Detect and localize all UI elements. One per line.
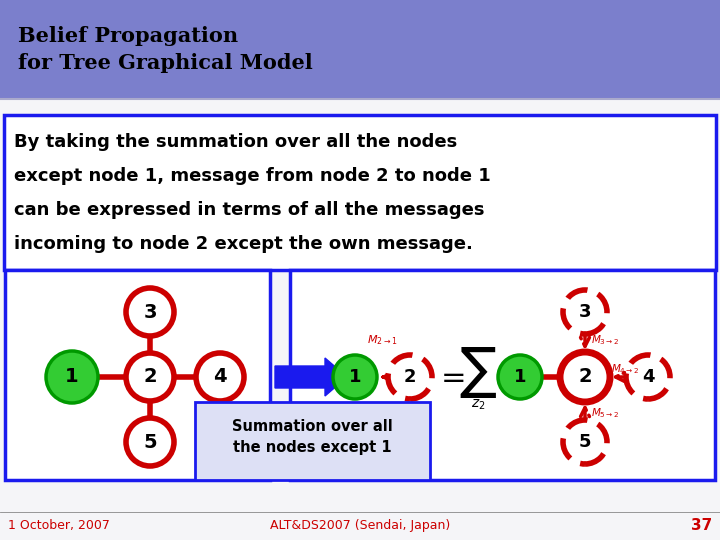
Circle shape — [126, 418, 174, 466]
Text: 2: 2 — [143, 368, 157, 387]
Text: $z_2$: $z_2$ — [471, 398, 485, 413]
Text: 1: 1 — [348, 368, 361, 386]
Circle shape — [563, 420, 607, 464]
Circle shape — [46, 351, 98, 403]
Text: $M_{3\to2}$: $M_{3\to2}$ — [591, 334, 619, 347]
Text: $M_{2\to1}$: $M_{2\to1}$ — [367, 333, 397, 347]
Circle shape — [626, 355, 670, 399]
FancyBboxPatch shape — [5, 270, 270, 480]
Text: $M_{5\to2}$: $M_{5\to2}$ — [591, 407, 619, 421]
Text: 1 October, 2007: 1 October, 2007 — [8, 519, 110, 532]
Circle shape — [560, 352, 610, 402]
FancyBboxPatch shape — [4, 115, 716, 270]
Text: 37: 37 — [690, 518, 712, 534]
Text: $\sum$: $\sum$ — [459, 346, 497, 401]
Text: By taking the summation over all the nodes: By taking the summation over all the nod… — [14, 133, 457, 151]
Circle shape — [388, 355, 432, 399]
Text: Summation over all
the nodes except 1: Summation over all the nodes except 1 — [232, 419, 393, 455]
Circle shape — [563, 290, 607, 334]
Text: except node 1, message from node 2 to node 1: except node 1, message from node 2 to no… — [14, 167, 491, 185]
Circle shape — [196, 353, 244, 401]
Text: 2: 2 — [578, 368, 592, 387]
Text: 1: 1 — [514, 368, 526, 386]
Text: $=$: $=$ — [435, 362, 465, 392]
Text: 3: 3 — [143, 302, 157, 321]
Text: Belief Propagation
for Tree Graphical Model: Belief Propagation for Tree Graphical Mo… — [18, 26, 312, 73]
Text: 3: 3 — [579, 303, 591, 321]
Circle shape — [333, 355, 377, 399]
Text: 4: 4 — [642, 368, 654, 386]
Text: 5: 5 — [579, 433, 591, 451]
Text: can be expressed in terms of all the messages: can be expressed in terms of all the mes… — [14, 201, 485, 219]
Text: 1: 1 — [66, 368, 78, 387]
FancyBboxPatch shape — [290, 270, 715, 480]
Text: 5: 5 — [143, 433, 157, 451]
Text: incoming to node 2 except the own message.: incoming to node 2 except the own messag… — [14, 235, 473, 253]
Circle shape — [498, 355, 542, 399]
Bar — [0, 99, 720, 540]
Circle shape — [126, 288, 174, 336]
Text: 2: 2 — [404, 368, 416, 386]
Text: ALT&DS2007 (Sendai, Japan): ALT&DS2007 (Sendai, Japan) — [270, 519, 450, 532]
Text: $M_{4\to2}$: $M_{4\to2}$ — [611, 362, 639, 376]
Bar — [0, 0, 720, 99]
FancyArrow shape — [275, 358, 347, 396]
Text: 4: 4 — [213, 368, 227, 387]
FancyBboxPatch shape — [195, 402, 430, 480]
Circle shape — [126, 353, 174, 401]
